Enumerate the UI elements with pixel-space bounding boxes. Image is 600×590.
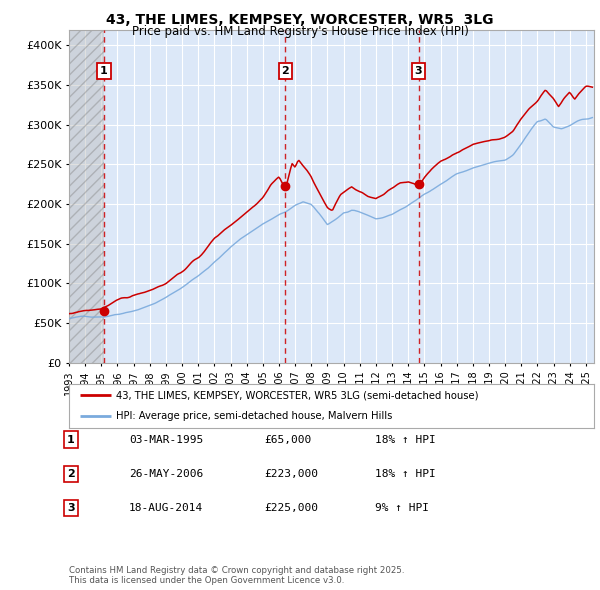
Text: 18% ↑ HPI: 18% ↑ HPI: [375, 435, 436, 444]
Text: 26-MAY-2006: 26-MAY-2006: [129, 469, 203, 478]
Text: £65,000: £65,000: [264, 435, 311, 444]
Text: 43, THE LIMES, KEMPSEY, WORCESTER, WR5  3LG: 43, THE LIMES, KEMPSEY, WORCESTER, WR5 3…: [106, 13, 494, 27]
Text: 18-AUG-2014: 18-AUG-2014: [129, 503, 203, 513]
Text: 3: 3: [415, 66, 422, 76]
Text: 03-MAR-1995: 03-MAR-1995: [129, 435, 203, 444]
Text: Contains HM Land Registry data © Crown copyright and database right 2025.
This d: Contains HM Land Registry data © Crown c…: [69, 566, 404, 585]
Text: 43, THE LIMES, KEMPSEY, WORCESTER, WR5 3LG (semi-detached house): 43, THE LIMES, KEMPSEY, WORCESTER, WR5 3…: [116, 391, 479, 401]
Text: HPI: Average price, semi-detached house, Malvern Hills: HPI: Average price, semi-detached house,…: [116, 411, 392, 421]
Text: 9% ↑ HPI: 9% ↑ HPI: [375, 503, 429, 513]
Text: Price paid vs. HM Land Registry's House Price Index (HPI): Price paid vs. HM Land Registry's House …: [131, 25, 469, 38]
Text: £225,000: £225,000: [264, 503, 318, 513]
Bar: [69, 30, 104, 363]
Text: 3: 3: [67, 503, 74, 513]
Text: 2: 2: [281, 66, 289, 76]
Text: 1: 1: [67, 435, 74, 444]
Text: £223,000: £223,000: [264, 469, 318, 478]
Text: 1: 1: [100, 66, 108, 76]
Text: 18% ↑ HPI: 18% ↑ HPI: [375, 469, 436, 478]
Text: 2: 2: [67, 469, 74, 478]
